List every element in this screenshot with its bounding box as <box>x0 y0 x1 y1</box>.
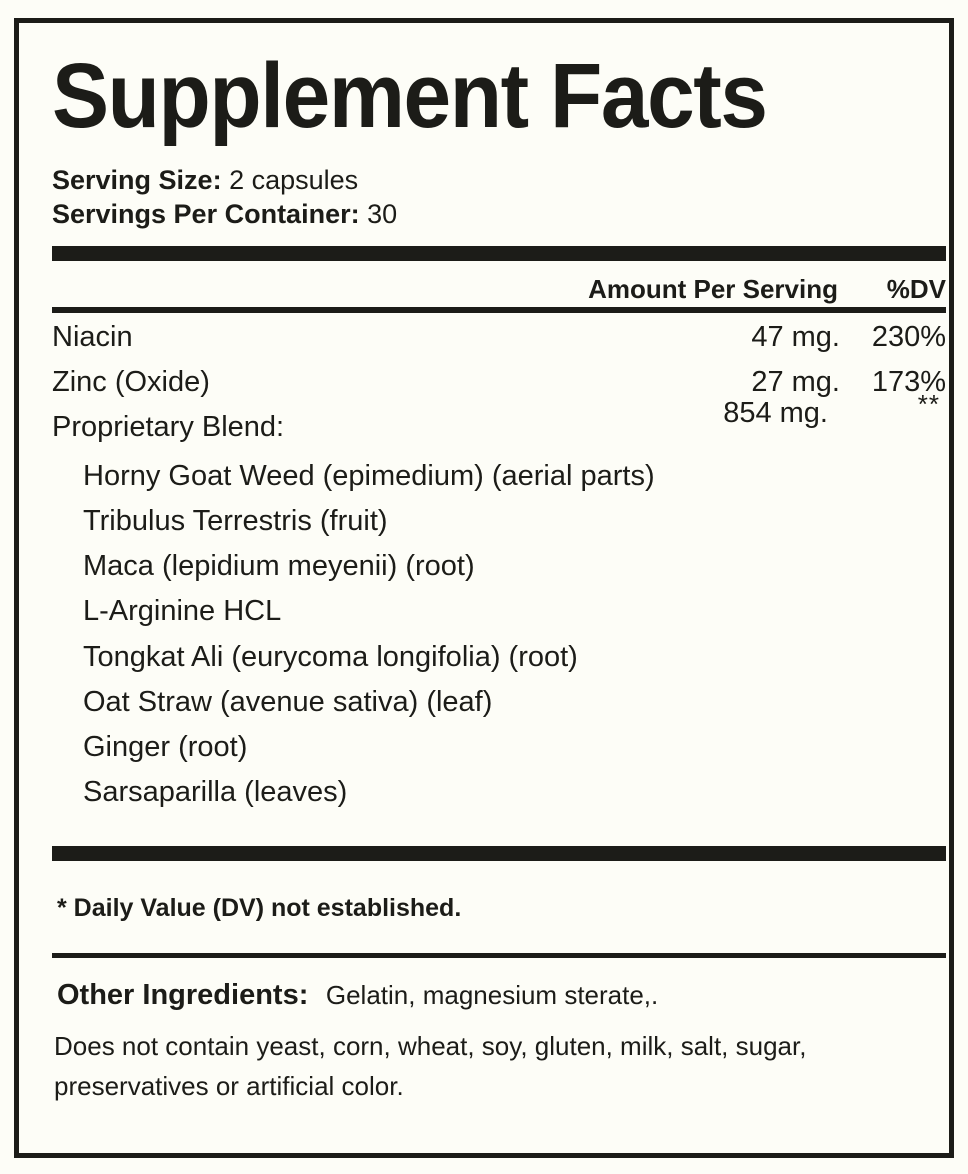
daily-value-footnote: * Daily Value (DV) not established. <box>57 893 462 922</box>
nutrient-amount: 27 mg. <box>751 365 840 398</box>
serving-size-value: 2 capsules <box>229 165 359 196</box>
serving-size-label: Serving Size: <box>52 165 222 196</box>
nutrient-dv-footnote-marker: ** <box>917 388 940 419</box>
allergen-free-statement: Does not contain yeast, corn, wheat, soy… <box>52 1011 946 1106</box>
divider-thick-top <box>52 245 946 261</box>
list-item: Ginger (root) <box>83 731 248 764</box>
label-content: Supplement Facts Serving Size: 2 capsule… <box>52 45 946 1107</box>
nutrient-amount: 47 mg. <box>751 320 840 353</box>
label-outer-frame: Supplement Facts Serving Size: 2 capsule… <box>14 18 954 1158</box>
serving-size-line: Serving Size: 2 capsules <box>52 163 946 197</box>
list-item: Oat Straw (avenue sativa) (leaf) <box>83 685 493 718</box>
nutrient-percent-dv: 173% <box>871 365 946 398</box>
servings-per-container-line: Servings Per Container: 30 <box>52 197 946 231</box>
nutrient-percent-dv: 230% <box>871 320 946 353</box>
nutrient-name: Niacin <box>52 320 133 353</box>
divider-thick-bottom <box>52 845 946 861</box>
other-ingredients-line: Other Ingredients: Gelatin, magnesium st… <box>52 978 946 1012</box>
page-title: Supplement Facts <box>52 45 768 147</box>
servings-per-container-value: 30 <box>367 199 398 230</box>
nutrient-name: Zinc (Oxide) <box>52 365 210 398</box>
other-ingredients-section: Other Ingredients: Gelatin, magnesium st… <box>52 958 946 1107</box>
allergen-free-line-1: Does not contain yeast, corn, wheat, soy… <box>54 1031 807 1062</box>
allergen-free-line-2: preservatives or artificial color. <box>54 1071 404 1101</box>
list-item: Sarsaparilla (leaves) <box>83 776 348 809</box>
serving-information: Serving Size: 2 capsules Servings Per Co… <box>52 163 946 232</box>
proprietary-blend-ingredient-list: Horny Goat Weed (epimedium) (aerial part… <box>52 454 946 816</box>
table-row: Proprietary Blend: 854 mg. ** <box>52 389 946 454</box>
nutrient-table: Niacin 47 mg. 230% Zinc (Oxide) 27 mg. 1… <box>52 313 946 832</box>
list-item: Tongkat Ali (eurycoma longifolia) (root) <box>83 640 578 673</box>
other-ingredients-value: Gelatin, magnesium sterate,. <box>325 979 659 1010</box>
column-header-amount-per-serving: Amount Per Serving <box>588 273 838 304</box>
servings-per-container-label: Servings Per Container: <box>52 199 360 230</box>
table-row: Zinc (Oxide) 27 mg. 173% <box>52 364 946 409</box>
list-item: L-Arginine HCL <box>83 595 282 628</box>
spacer-after-ingredient-list <box>52 816 946 832</box>
nutrient-amount: 854 mg. <box>723 396 828 429</box>
list-item: Maca (lepidium meyenii) (root) <box>83 550 475 583</box>
divider-above-other-ingredients <box>52 952 946 958</box>
column-header-percent-dv: %DV <box>886 273 946 304</box>
list-item: Horny Goat Weed (epimedium) (aerial part… <box>83 459 655 492</box>
table-row: Niacin 47 mg. 230% <box>52 319 946 364</box>
table-header-row: Amount Per Serving %DV <box>52 261 946 307</box>
other-ingredients-label: Other Ingredients: <box>57 978 309 1011</box>
divider-under-table-header <box>52 306 946 313</box>
nutrient-name: Proprietary Blend: <box>52 410 285 443</box>
list-item: Tribulus Terrestris (fruit) <box>83 504 388 537</box>
